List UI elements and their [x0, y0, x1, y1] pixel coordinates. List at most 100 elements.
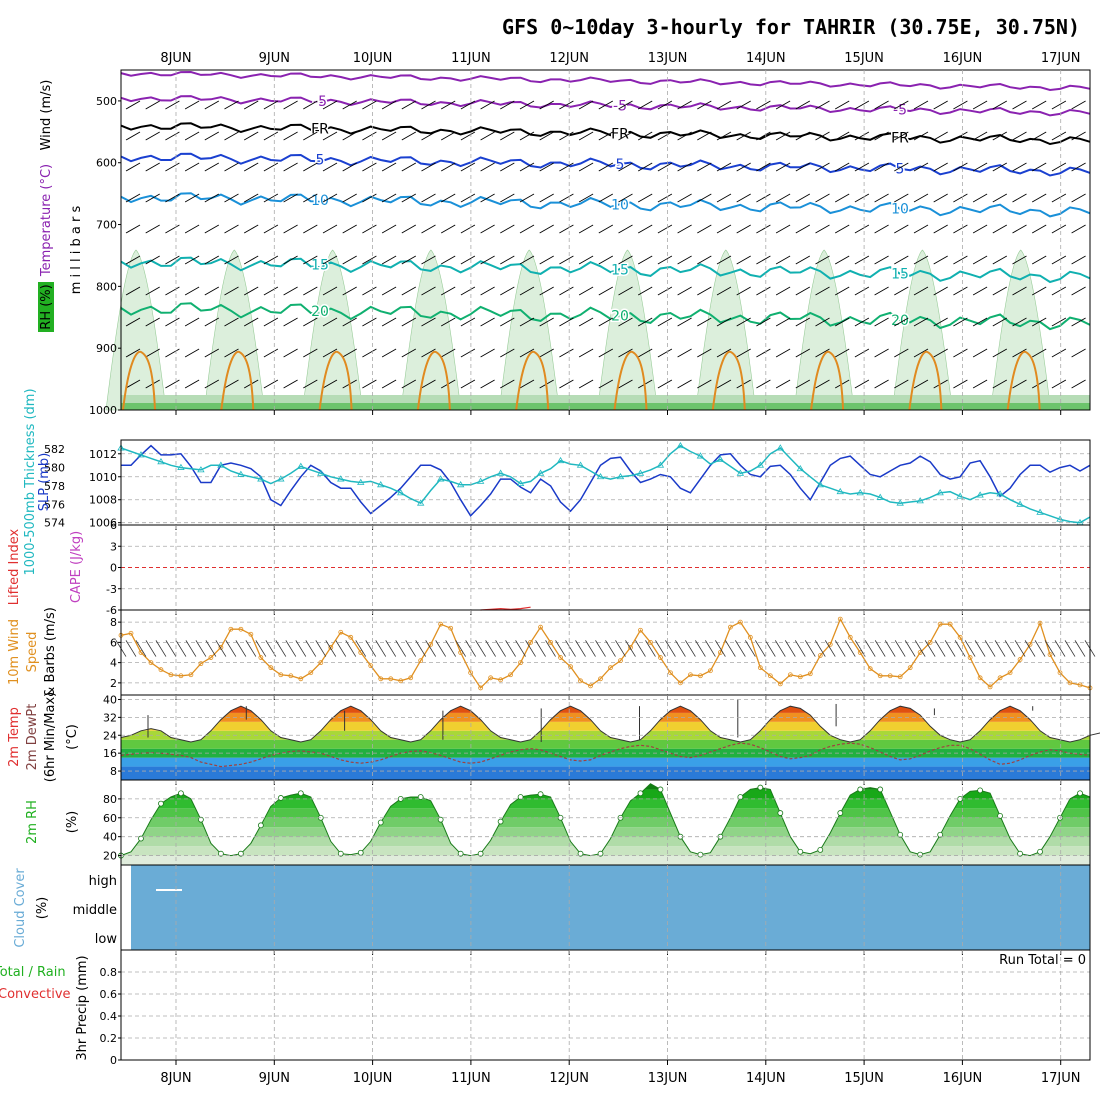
surface-barb	[565, 640, 576, 657]
wind-barb	[165, 286, 180, 296]
wind-barb	[874, 317, 889, 327]
wind-barb	[421, 255, 436, 265]
wind-barb	[165, 379, 180, 389]
wind-barb	[500, 131, 515, 141]
isotherm-line	[120, 256, 1091, 284]
wind-barb	[362, 162, 377, 172]
precip-axis-label: 3hr Precip (mm)	[75, 955, 90, 1060]
wind-barb	[440, 286, 456, 296]
surface-barb	[834, 640, 846, 657]
isotherm-label: 15	[891, 267, 909, 283]
wind-barb	[815, 100, 830, 110]
wind-barb	[913, 317, 929, 327]
isotherm-label: FR	[311, 122, 329, 138]
wind-barb	[618, 286, 633, 296]
wind-barb	[421, 131, 436, 141]
wind-barb	[381, 286, 397, 296]
thickness-tick: 576	[44, 498, 65, 511]
li-tick: 0	[110, 562, 117, 575]
slp-tick: 1012	[89, 448, 117, 461]
wind-marker	[548, 639, 553, 645]
isotherm-label: 5	[896, 161, 905, 177]
wind-barb	[519, 286, 535, 296]
thickness-marker	[496, 469, 505, 476]
wind-barb	[618, 379, 633, 389]
wind-axis-label-1: 10m Wind	[7, 619, 22, 685]
wind-barb	[283, 100, 298, 110]
wind-barb	[1031, 193, 1047, 203]
wind-barb	[1071, 162, 1086, 172]
date-tick-bottom: 9JUN	[259, 1071, 290, 1086]
wind-barb	[480, 317, 495, 327]
wind-marker	[937, 621, 943, 627]
wind-barb	[539, 348, 554, 358]
thickness-marker	[1036, 508, 1044, 515]
wind-barb	[224, 255, 239, 265]
wind-barb	[992, 193, 1008, 203]
thickness-marker	[876, 493, 884, 500]
wind-barb	[184, 131, 200, 141]
surface-barb	[904, 640, 916, 657]
wind-marker	[578, 678, 583, 684]
wind-marker	[228, 626, 234, 632]
wind-barb	[322, 162, 338, 172]
wind-barb	[204, 131, 220, 141]
rh-marker	[817, 846, 824, 853]
wind-barb	[736, 348, 751, 358]
wind-barb	[125, 379, 141, 389]
wind-barb	[322, 286, 338, 296]
wind-barb	[894, 131, 909, 141]
wind-barb	[953, 100, 968, 110]
wind-marker	[508, 672, 513, 678]
rh-marker	[1037, 848, 1043, 855]
wind-barb	[539, 131, 554, 141]
date-tick-top: 12JUN	[549, 51, 589, 66]
wind-marker	[847, 634, 853, 640]
wind-barb	[519, 379, 535, 389]
wind-marker	[238, 626, 244, 632]
thickness-marker	[177, 463, 185, 470]
wind-barb	[362, 317, 377, 327]
surface-barb	[994, 640, 1006, 657]
wind-barb	[992, 317, 1008, 327]
wind-barb	[362, 193, 377, 203]
date-tick-bottom: 17JUN	[1041, 1071, 1081, 1086]
wind-barb	[1051, 286, 1067, 296]
wind-barb	[303, 348, 318, 358]
wind-barb	[381, 317, 397, 327]
wind-barb	[539, 286, 554, 296]
thickness-marker	[756, 461, 765, 468]
wind-barb	[815, 193, 830, 203]
surface-barb	[615, 640, 626, 657]
isotherm-label: 15	[311, 258, 329, 274]
rh-marker	[437, 816, 444, 823]
isotherm-label: -5	[893, 103, 907, 119]
isotherm-line	[120, 95, 1091, 117]
wind-barb	[1031, 255, 1047, 265]
isotherm-label: 10	[611, 197, 629, 213]
wind-barb	[460, 131, 476, 141]
date-tick-bottom: 16JUN	[943, 1071, 983, 1086]
wind-barb	[401, 317, 417, 327]
wind-marker	[348, 634, 354, 640]
surface-barb	[754, 640, 766, 657]
wind-barb	[480, 348, 495, 358]
wind-barb	[637, 317, 653, 327]
surface-barb	[525, 640, 536, 657]
wind-barb	[184, 379, 200, 389]
surface-contour	[613, 350, 648, 411]
wind-barb	[125, 255, 141, 265]
wind-barb	[1071, 224, 1086, 234]
surface-barb	[155, 640, 167, 657]
surface-barb	[1024, 640, 1036, 657]
surface-barb	[435, 640, 447, 657]
wind-barb	[637, 162, 653, 172]
wind-barb	[125, 286, 141, 296]
wind-marker	[827, 642, 833, 647]
wind-barb	[598, 286, 614, 296]
wind-barb	[716, 255, 732, 265]
wind-marker	[817, 653, 823, 658]
wind-barb	[854, 193, 870, 203]
rh-band	[121, 789, 1090, 799]
date-tick-top: 16JUN	[943, 51, 983, 66]
